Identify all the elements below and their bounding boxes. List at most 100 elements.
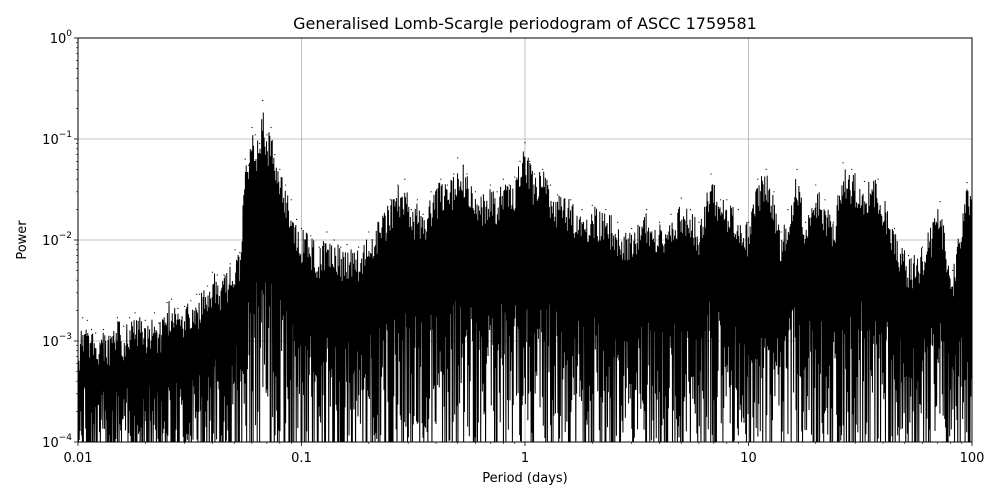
series-layer xyxy=(78,99,972,442)
periodogram-point xyxy=(966,182,968,184)
periodogram-point xyxy=(239,252,241,254)
periodogram-point xyxy=(757,178,759,180)
plot-frame xyxy=(77,37,973,443)
periodogram-point xyxy=(737,208,739,211)
periodogram-point xyxy=(440,178,442,180)
y-tick-label: 10−2 xyxy=(42,231,72,249)
periodogram-point xyxy=(466,173,468,175)
y-tick-base: 10 xyxy=(42,234,59,249)
periodogram-point xyxy=(851,168,853,171)
periodogram-point xyxy=(698,221,700,223)
periodogram-point xyxy=(102,328,105,331)
x-tick-label: 1 xyxy=(521,451,529,466)
periodogram-point xyxy=(496,191,498,193)
x-tick-label: 100 xyxy=(960,451,985,466)
x-tick-label: 0.01 xyxy=(64,451,93,466)
periodogram-point xyxy=(206,285,209,287)
periodogram-point xyxy=(557,194,559,196)
y-tick-exponent: −2 xyxy=(59,231,72,241)
periodogram-point xyxy=(453,173,455,175)
periodogram-point xyxy=(877,178,879,180)
y-tick-base: 10 xyxy=(42,436,59,451)
periodogram-point xyxy=(907,255,910,257)
y-tick-exponent: −4 xyxy=(59,433,73,443)
periodogram-point xyxy=(259,143,261,145)
periodogram-point xyxy=(719,199,722,201)
periodogram-point xyxy=(254,134,256,136)
periodogram-point xyxy=(842,162,844,164)
periodogram-point xyxy=(340,246,342,248)
periodogram-point xyxy=(430,191,432,193)
y-tick-label: 10−4 xyxy=(42,433,72,451)
periodogram-point xyxy=(446,184,449,186)
periodogram-point xyxy=(747,221,750,223)
periodogram-point xyxy=(570,199,572,201)
y-tick-exponent: 0 xyxy=(66,29,72,39)
periodogram-point xyxy=(645,208,648,211)
periodogram-point xyxy=(422,213,424,215)
periodogram-point xyxy=(123,325,125,327)
periodogram-point xyxy=(244,158,246,160)
periodogram-point xyxy=(457,157,459,159)
periodogram-point xyxy=(631,227,633,230)
periodogram-point xyxy=(404,178,406,180)
x-tick-label: 0.1 xyxy=(291,451,312,466)
periodogram-point xyxy=(134,312,136,314)
periodogram-point xyxy=(326,231,328,233)
periodogram-point xyxy=(482,194,484,196)
periodogram-point xyxy=(95,332,97,334)
periodogram-point xyxy=(549,184,552,186)
x-axis-label: Period (days) xyxy=(482,471,568,486)
periodogram-point xyxy=(184,305,186,308)
periodogram-point xyxy=(251,126,253,129)
periodogram-point xyxy=(229,263,231,265)
periodogram-point xyxy=(474,191,477,193)
periodogram-point xyxy=(262,99,264,102)
periodogram-point xyxy=(310,235,312,237)
periodogram-point xyxy=(223,274,225,276)
periodogram-point xyxy=(533,173,535,175)
periodogram-point xyxy=(617,221,619,223)
periodogram-point xyxy=(153,312,156,314)
periodogram-point xyxy=(780,231,782,233)
periodogram-point xyxy=(508,184,510,186)
periodogram-point xyxy=(216,274,218,276)
periodogram-point xyxy=(893,227,896,230)
y-tick-label: 100 xyxy=(50,29,73,47)
periodogram-point xyxy=(234,249,236,251)
periodogram-point xyxy=(274,154,276,156)
periodogram-point xyxy=(410,208,412,211)
periodogram-point xyxy=(502,178,504,180)
periodogram-point xyxy=(524,142,526,144)
periodogram-point xyxy=(377,221,379,223)
y-tick-base: 10 xyxy=(50,32,67,47)
periodogram-point xyxy=(815,184,817,186)
periodogram-point xyxy=(318,246,320,248)
y-tick-label: 10−3 xyxy=(42,332,72,350)
periodogram-point xyxy=(190,300,192,302)
periodogram-point xyxy=(266,134,268,136)
y-tick-base: 10 xyxy=(42,335,59,350)
periodogram-point xyxy=(196,293,198,295)
periodogram-point xyxy=(542,168,544,171)
periodogram-point xyxy=(389,199,392,201)
periodogram-point xyxy=(773,191,775,193)
y-tick-exponent: −3 xyxy=(59,332,72,342)
y-tick-exponent: −1 xyxy=(59,130,72,140)
periodogram-point xyxy=(765,168,767,171)
periodogram-point xyxy=(144,319,146,321)
chart-title: Generalised Lomb-Scargle periodogram of … xyxy=(293,14,757,33)
periodogram-point xyxy=(514,176,516,178)
periodogram-point xyxy=(581,208,583,211)
periodogram-point xyxy=(368,231,370,233)
periodogram-point xyxy=(82,317,84,319)
periodogram-point xyxy=(279,168,281,171)
periodogram-point xyxy=(300,227,303,230)
periodogram-point xyxy=(416,199,418,201)
x-tick-label: 10 xyxy=(740,451,757,466)
periodogram-point xyxy=(86,319,88,321)
periodogram-point xyxy=(128,317,131,319)
periodogram-point xyxy=(710,173,712,175)
